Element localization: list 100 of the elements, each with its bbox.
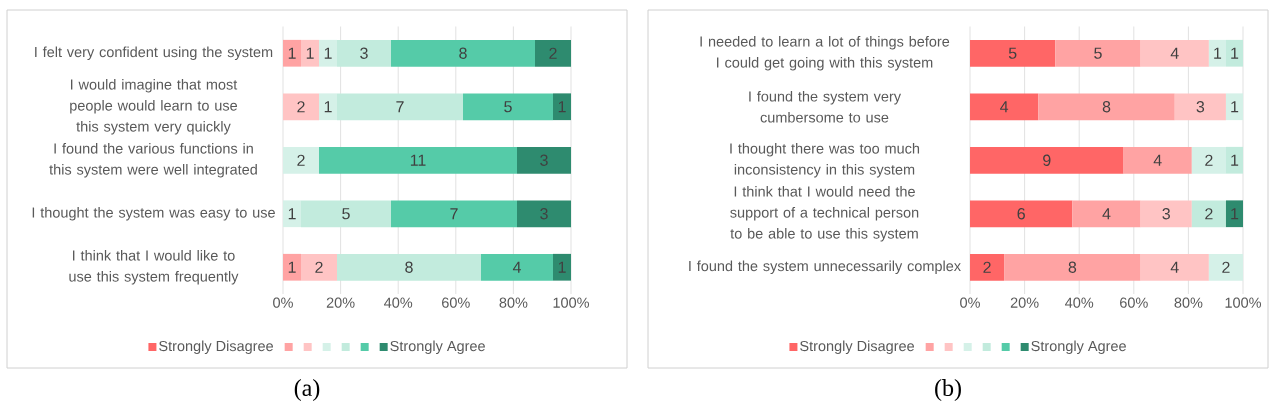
x-tick-label: 80% (1174, 297, 1203, 308)
annotation: 8 (405, 261, 413, 273)
bar (1072, 200, 1141, 228)
annotation: 2 (297, 101, 305, 113)
annotation: 8 (459, 47, 467, 59)
annotation: 1 (1231, 208, 1239, 220)
annotation: 1 (288, 208, 296, 220)
annotation: 2 (297, 154, 305, 166)
annotation: 11 (410, 154, 426, 166)
bar (283, 93, 319, 121)
x-tick-label: 100% (1225, 297, 1262, 308)
bar (535, 39, 571, 67)
bar (553, 253, 571, 281)
x-tick-label: 0% (960, 297, 980, 308)
x-tick-label: 60% (442, 297, 470, 308)
y-tick-label: I felt very confident using the system (35, 46, 273, 61)
text: (b) (935, 379, 961, 401)
x-tick-label: 40% (1065, 297, 1094, 308)
bar (283, 253, 301, 281)
bar (463, 93, 553, 121)
x-tick-label: 0% (273, 297, 293, 308)
legend-label: Strongly Disagree (159, 340, 273, 355)
annotation: 3 (540, 208, 548, 220)
annotation: 2 (315, 261, 323, 273)
annotation: 7 (396, 101, 404, 113)
x-tick-label: 60% (1120, 297, 1148, 308)
bar (1038, 93, 1175, 121)
legend-label: Strongly Disagree (800, 340, 915, 355)
bar (283, 39, 301, 67)
bar (1225, 146, 1244, 174)
bar (283, 200, 301, 228)
bar (1225, 200, 1244, 228)
annotation: 2 (549, 47, 557, 59)
bar (1140, 39, 1209, 67)
annotation: 1 (324, 101, 332, 113)
x-tick-label: 80% (499, 297, 528, 308)
bar (970, 146, 1124, 174)
annotation: 2 (1205, 208, 1213, 220)
y-tick-label: I needed to learn a lot of things before I could get going with this system (700, 36, 950, 71)
bar (1140, 200, 1192, 228)
bar (1055, 39, 1141, 67)
legend-label: Strongly Agree (1031, 340, 1126, 355)
bar (1004, 253, 1141, 281)
text: (a) (294, 379, 320, 401)
bar (301, 39, 319, 67)
annotation: 4 (1170, 261, 1179, 273)
bar (1225, 39, 1244, 67)
bar (1208, 253, 1244, 281)
bar (301, 200, 391, 228)
annotation: 3 (360, 47, 368, 59)
bar (1140, 253, 1209, 281)
x-tick-label: 20% (1010, 297, 1039, 308)
bar (337, 253, 481, 281)
annotation: 4 (1153, 154, 1162, 166)
y-tick-label: I thought there was too much inconsistency in this system (730, 143, 920, 178)
bar (337, 93, 463, 121)
x-tick-label: 100% (553, 297, 590, 308)
annotation: 1 (1231, 154, 1239, 166)
bar (1174, 93, 1226, 121)
annotation: 4 (1170, 47, 1179, 59)
bar (970, 39, 1056, 67)
annotation: 4 (1102, 208, 1111, 220)
y-tick-label: I think that I would need the support of a technical person to be able to use this system (730, 186, 919, 242)
bar (1191, 200, 1226, 228)
bar (970, 200, 1073, 228)
annotation: 5 (1094, 47, 1102, 59)
annotation: 9 (1043, 154, 1051, 166)
annotation: 1 (1231, 47, 1239, 59)
bar (1191, 146, 1226, 174)
annotation: 5 (1008, 47, 1017, 59)
bar (337, 39, 391, 67)
bar (481, 253, 553, 281)
annotation: 1 (288, 47, 296, 59)
annotation: 3 (1162, 208, 1170, 220)
annotation: 2 (1205, 154, 1213, 166)
bar (283, 146, 319, 174)
annotation: 3 (1196, 101, 1205, 113)
x-tick-label: 40% (384, 297, 413, 308)
annotation: 2 (1222, 261, 1230, 273)
annotation: 8 (1068, 261, 1077, 273)
annotation: 1 (558, 261, 566, 273)
y-tick-label: I thought the system was easy to use (32, 207, 275, 221)
bar (517, 200, 571, 228)
bar (319, 146, 517, 174)
bar (319, 39, 337, 67)
bar (553, 93, 571, 121)
annotation: 1 (288, 261, 296, 273)
annotation: 4 (512, 261, 521, 273)
bar (970, 253, 1005, 281)
annotation: 8 (1102, 101, 1111, 113)
bar (1225, 93, 1244, 121)
annotation: 6 (1017, 208, 1025, 220)
bar (517, 146, 571, 174)
x-tick-label: 20% (326, 297, 355, 308)
bar (1123, 146, 1192, 174)
bar (391, 39, 535, 67)
bar (319, 93, 337, 121)
annotation: 7 (450, 208, 458, 220)
y-tick-label: I found the system very cumbersome to use (749, 90, 901, 123)
y-tick-label: I found the system unnecessarily complex (689, 260, 961, 275)
